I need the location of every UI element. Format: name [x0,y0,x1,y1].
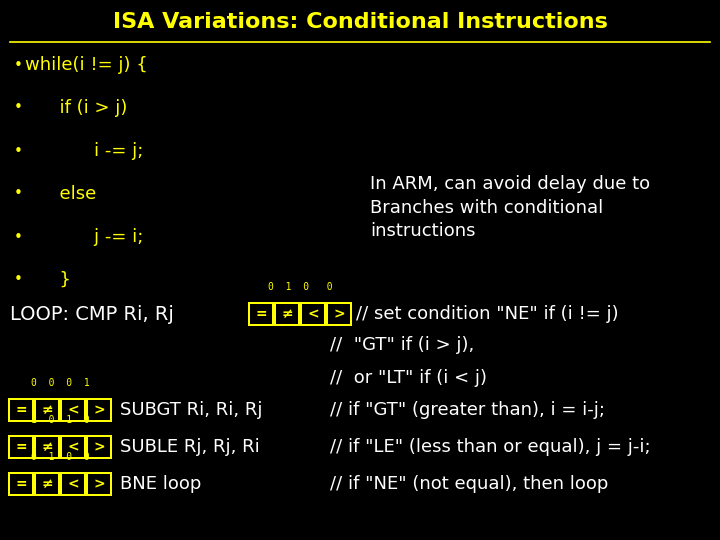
Text: >: > [93,403,105,417]
Text: <: < [67,403,78,417]
FancyBboxPatch shape [8,398,112,422]
Text: if (i > j): if (i > j) [25,99,127,117]
FancyBboxPatch shape [10,400,32,420]
Text: // if "NE" (not equal), then loop: // if "NE" (not equal), then loop [330,475,608,493]
Text: //  or "LT" if (i < j): // or "LT" if (i < j) [330,369,487,387]
Text: <: < [307,307,319,321]
FancyBboxPatch shape [8,472,112,496]
Text: =: = [255,307,267,321]
Text: // if "GT" (greater than), i = i-j;: // if "GT" (greater than), i = i-j; [330,401,605,419]
FancyBboxPatch shape [328,304,350,324]
FancyBboxPatch shape [250,304,272,324]
FancyBboxPatch shape [10,474,32,494]
FancyBboxPatch shape [10,437,32,457]
Text: =: = [15,440,27,454]
Text: •: • [14,186,23,201]
FancyBboxPatch shape [62,437,84,457]
Text: >: > [93,440,105,454]
Text: •: • [14,100,23,116]
Text: <: < [67,477,78,491]
FancyBboxPatch shape [36,474,58,494]
Text: else: else [25,185,96,203]
Text: ≠: ≠ [41,440,53,454]
Text: SUBGT Ri, Ri, Rj: SUBGT Ri, Ri, Rj [120,401,263,419]
FancyBboxPatch shape [88,437,110,457]
Text: }: } [25,271,71,289]
Text: =: = [15,403,27,417]
Text: In ARM, can avoid delay due to
Branches with conditional
instructions: In ARM, can avoid delay due to Branches … [370,175,650,240]
Text: >: > [93,477,105,491]
Text: =: = [15,477,27,491]
Text: •: • [14,273,23,287]
Text: j -= i;: j -= i; [25,228,143,246]
Text: SUBLE Rj, Rj, Ri: SUBLE Rj, Rj, Ri [120,438,260,456]
FancyBboxPatch shape [248,302,352,326]
FancyBboxPatch shape [36,400,58,420]
FancyBboxPatch shape [36,437,58,457]
Text: 1  0  1  0: 1 0 1 0 [31,415,89,425]
Text: i -= j;: i -= j; [25,142,143,160]
Text: 0  1  0  0: 0 1 0 0 [31,452,89,462]
Text: // if "LE" (less than or equal), j = j-i;: // if "LE" (less than or equal), j = j-i… [330,438,651,456]
FancyBboxPatch shape [62,400,84,420]
Text: <: < [67,440,78,454]
FancyBboxPatch shape [88,474,110,494]
Text: // set condition "NE" if (i != j): // set condition "NE" if (i != j) [356,305,618,323]
FancyBboxPatch shape [88,400,110,420]
Text: ≠: ≠ [282,307,293,321]
Text: ISA Variations: Conditional Instructions: ISA Variations: Conditional Instructions [112,12,608,32]
Text: •: • [14,230,23,245]
Text: 0  1  0   0: 0 1 0 0 [268,282,333,292]
FancyBboxPatch shape [8,435,112,459]
Text: •: • [14,144,23,159]
Text: LOOP: CMP Ri, Rj: LOOP: CMP Ri, Rj [10,305,180,323]
FancyBboxPatch shape [276,304,298,324]
FancyBboxPatch shape [302,304,324,324]
FancyBboxPatch shape [62,474,84,494]
Text: BNE loop: BNE loop [120,475,202,493]
Text: 0  0  0  1: 0 0 0 1 [31,378,89,388]
Text: ≠: ≠ [41,403,53,417]
Text: •: • [14,57,23,72]
Text: while(i != j) {: while(i != j) { [25,56,148,74]
Text: ≠: ≠ [41,477,53,491]
Text: >: > [333,307,345,321]
Text: //  "GT" if (i > j),: // "GT" if (i > j), [330,336,474,354]
